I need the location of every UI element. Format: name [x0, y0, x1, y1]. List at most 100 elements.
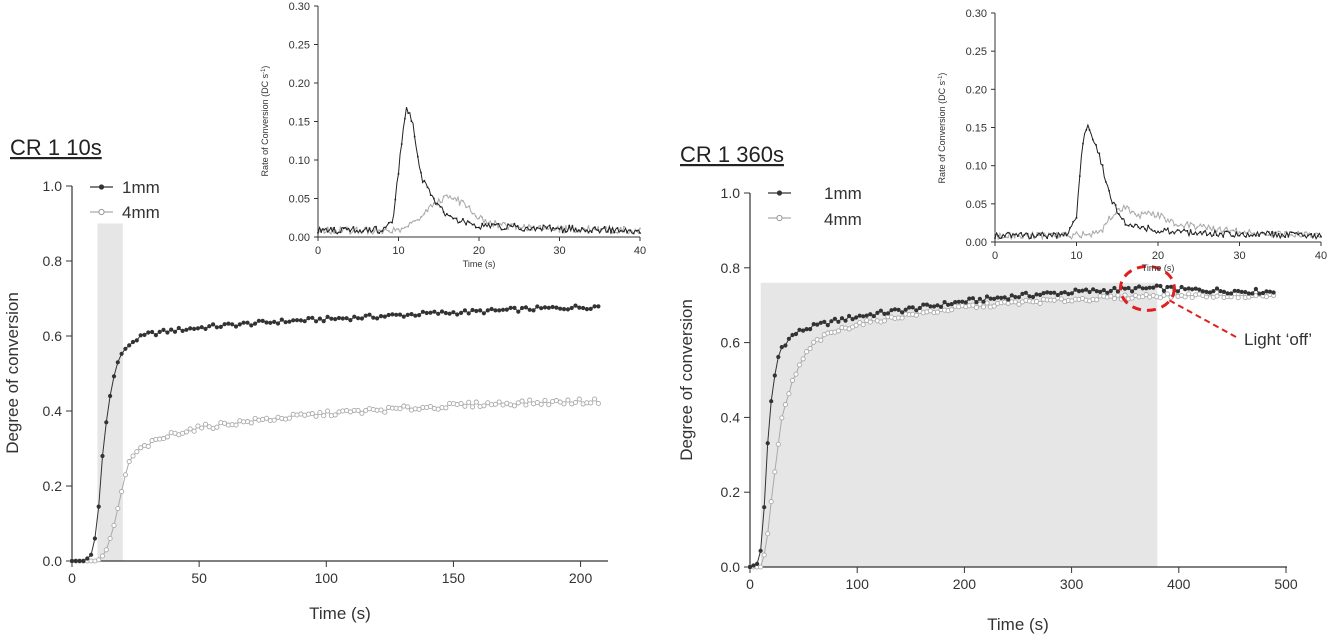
right-inset-4mm-point	[1013, 236, 1016, 239]
right-inset-1mm-point	[1062, 234, 1065, 237]
left-inset-4mm-point	[404, 226, 406, 229]
left-inset-1mm-point	[513, 223, 516, 225]
right-4mm-point	[1016, 301, 1022, 307]
right-inset-1mm-point	[1095, 144, 1097, 146]
right-1mm-point	[1048, 290, 1053, 295]
right-inset-1mm-point	[1245, 236, 1247, 238]
right-x-tick-label-2: 200	[953, 576, 977, 592]
left-inset-4mm-point	[597, 226, 599, 228]
right-inset-4mm-point	[1098, 230, 1101, 233]
left-inset-4mm-point	[397, 228, 400, 230]
right-inset-1mm-point	[1111, 202, 1114, 205]
right-1mm-point	[832, 316, 838, 321]
right-inset-y-tick-label-5: 0.25	[966, 46, 987, 58]
left-inset-4mm-point	[458, 203, 461, 206]
right-4mm-point	[775, 441, 781, 447]
right-inset-4mm-point	[1189, 222, 1192, 224]
right-4mm-point	[800, 356, 806, 362]
right-1mm-point	[953, 300, 958, 305]
left-1mm-point	[348, 318, 353, 323]
right-inset-4mm-point	[1079, 235, 1081, 238]
right-inset-1mm-point	[1271, 231, 1273, 233]
left-1mm-point	[493, 308, 498, 313]
right-inset-4mm-point	[1163, 217, 1166, 219]
right-1mm-point	[960, 299, 965, 304]
left-1mm-point	[569, 305, 574, 311]
right-inset-1mm-point	[1189, 229, 1192, 231]
right-inset-4mm-point	[1007, 236, 1009, 239]
right-1mm-point	[1218, 289, 1223, 294]
right-1mm-point	[1052, 290, 1057, 295]
right-inset-1mm-point	[1079, 175, 1081, 177]
left-1mm-point	[314, 319, 319, 324]
left-inset-4mm-point	[352, 229, 355, 232]
left-1mm-point	[218, 324, 223, 329]
right-4mm-point	[804, 349, 810, 355]
left-inset-1mm-point	[388, 222, 390, 224]
left-x-tick-label-4: 200	[569, 570, 593, 586]
right-1mm-point	[836, 319, 841, 324]
left-4mm-point	[592, 396, 598, 402]
left-inset-4mm-point	[529, 225, 532, 228]
right-inset-1mm-point	[1255, 235, 1257, 237]
left-1mm-point	[272, 319, 277, 324]
left-1mm-point	[249, 323, 254, 328]
left-inset-4mm-point	[526, 229, 529, 232]
right-4mm-point	[1108, 293, 1114, 299]
left-4mm-point	[321, 413, 327, 419]
left-inset-4mm-point	[549, 226, 551, 229]
left-1mm-point	[546, 305, 551, 310]
left-4mm-point	[103, 547, 109, 553]
left-1mm-point	[378, 314, 384, 319]
left-1mm-point	[184, 327, 189, 332]
right-y-tick-label-5: 1.0	[721, 185, 741, 201]
left-y-axis-title: Degree of conversion	[3, 292, 22, 454]
left-inset-4mm-point	[320, 228, 322, 231]
left-1mm-point	[459, 310, 464, 315]
left-1mm-point	[287, 319, 292, 324]
right-inset-y-tick-label-2: 0.10	[966, 161, 987, 173]
left-inset-4mm-point	[542, 228, 545, 230]
left-inset-1mm-point	[636, 230, 638, 232]
right-inset-4mm-point	[1193, 224, 1195, 226]
left-1mm-line	[72, 305, 599, 562]
left-inset-4mm-point	[475, 215, 477, 218]
right-inset-1mm-point	[1274, 231, 1277, 234]
left-inset-1mm-point	[507, 223, 509, 226]
right-inset-1mm-point	[1140, 226, 1143, 228]
left-inset-1mm-point	[594, 226, 596, 228]
right-inset-1mm-point	[1219, 232, 1221, 235]
right-1mm-point	[1094, 289, 1099, 294]
right-legend-marker-4mm	[776, 214, 783, 222]
right-inset-4mm-point	[1082, 231, 1084, 233]
left-inset-4mm-point	[584, 228, 587, 231]
left-4mm-point	[183, 429, 189, 435]
left-legend-label-1mm: 1mm	[122, 178, 160, 197]
left-1mm-point	[409, 312, 414, 317]
left-4mm-point	[576, 396, 582, 402]
right-inset-4mm-point	[1212, 225, 1215, 228]
right-y-tick-label-2: 0.4	[721, 409, 741, 425]
left-1mm-point	[195, 326, 200, 331]
left-inset-4mm-point	[339, 226, 342, 229]
left-inset-1mm-point	[504, 228, 506, 230]
left-inset-1mm-point	[491, 223, 493, 225]
right-1mm-point	[762, 505, 767, 510]
left-1mm-point	[214, 325, 219, 330]
left-4mm-point	[511, 403, 518, 409]
right-inset-x-axis-title: Time (s)	[1142, 263, 1175, 273]
left-inset-1mm-point	[578, 229, 580, 231]
left-inset-1mm-point	[574, 227, 577, 230]
right-inset-1mm-point	[1238, 234, 1241, 237]
right-1mm-point	[1006, 297, 1011, 302]
left-inset-1mm-point	[555, 227, 558, 230]
right-1mm-point	[1009, 293, 1014, 298]
left-1mm-point	[497, 308, 502, 313]
left-4mm-point	[496, 399, 502, 405]
right-1mm-point	[1253, 286, 1258, 292]
left-inset-1mm-point	[333, 227, 335, 229]
right-inset-series-1mm	[994, 123, 1322, 240]
left-1mm-point	[211, 322, 216, 327]
left-inset-x-tick-label-2: 20	[473, 245, 485, 257]
right-1mm-point	[931, 304, 937, 309]
